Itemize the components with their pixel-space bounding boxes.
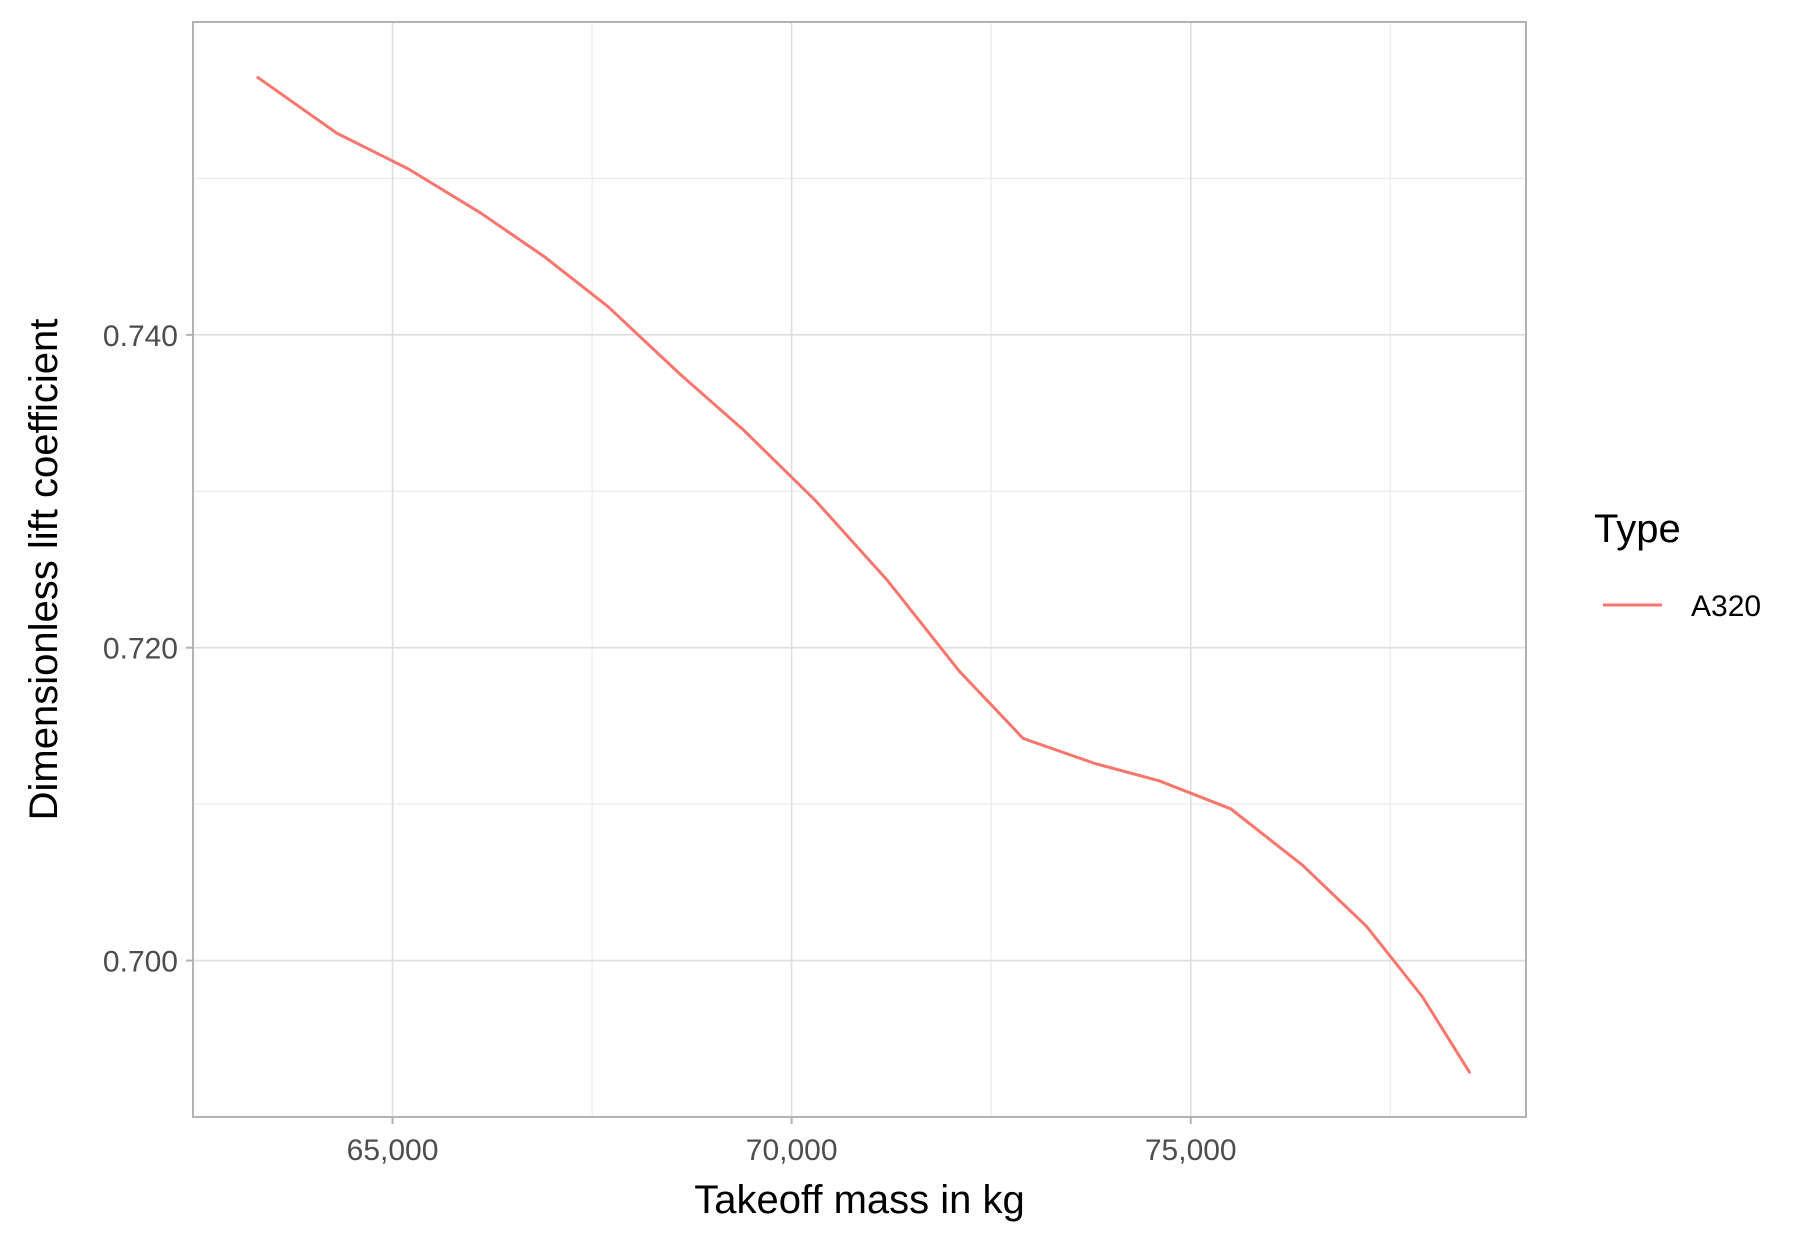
y-axis: 0.700 0.720 0.740 (103, 320, 193, 979)
x-axis: 65,000 70,000 75,000 (347, 1117, 1237, 1167)
series-layer (256, 75, 1472, 1074)
panel-border (192, 21, 1527, 1118)
x-tick-label: 65,000 (347, 1134, 439, 1167)
grid-major (193, 22, 1526, 1117)
y-tick-label: 0.700 (103, 946, 178, 979)
series-line-a320 (256, 75, 1472, 1074)
legend-title: Type (1594, 507, 1681, 551)
y-tick-label: 0.740 (103, 320, 178, 353)
x-axis-title: Takeoff mass in kg (694, 1178, 1025, 1222)
x-tick-label: 75,000 (1145, 1134, 1237, 1167)
y-tick-label: 0.720 (103, 633, 178, 666)
x-tick-label: 70,000 (746, 1134, 838, 1167)
legend-label-a320: A320 (1691, 590, 1761, 623)
y-axis-title: Dimensionless lift coefficient (22, 319, 66, 821)
legend: Type A320 (1594, 507, 1761, 623)
